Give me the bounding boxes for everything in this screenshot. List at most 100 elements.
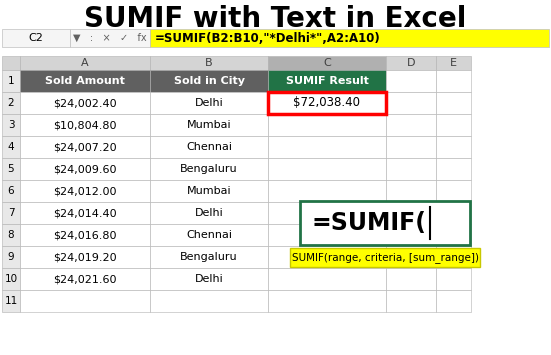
Bar <box>150 136 268 158</box>
Bar <box>20 70 150 92</box>
Bar <box>20 246 150 268</box>
Text: E: E <box>450 58 457 68</box>
Bar <box>20 92 150 114</box>
Bar <box>386 180 436 202</box>
Bar <box>436 92 471 114</box>
Bar <box>150 180 268 202</box>
Bar <box>386 56 436 70</box>
Bar <box>268 246 386 268</box>
Text: A: A <box>81 58 89 68</box>
Text: 3: 3 <box>8 120 14 130</box>
Bar <box>2 70 20 92</box>
Bar <box>150 268 268 290</box>
Text: $24,021.60: $24,021.60 <box>53 274 117 284</box>
Bar <box>2 56 20 70</box>
Bar <box>150 158 268 180</box>
Bar <box>20 224 150 246</box>
Text: Sold Amount: Sold Amount <box>45 76 125 86</box>
Bar <box>150 290 268 312</box>
Bar <box>2 202 20 224</box>
Text: 1: 1 <box>8 76 14 86</box>
Bar <box>2 29 70 47</box>
Bar <box>268 56 386 70</box>
Text: Chennai: Chennai <box>186 230 232 240</box>
Bar <box>2 158 20 180</box>
Bar <box>436 136 471 158</box>
Text: Mumbai: Mumbai <box>187 186 231 196</box>
Bar <box>2 290 20 312</box>
Bar <box>268 202 386 224</box>
Bar <box>268 180 386 202</box>
Text: Delhi: Delhi <box>195 208 223 218</box>
Bar <box>436 290 471 312</box>
Text: Sold in City: Sold in City <box>174 76 245 86</box>
Text: Delhi: Delhi <box>195 274 223 284</box>
Text: C2: C2 <box>29 33 44 43</box>
Bar <box>386 202 436 224</box>
Bar <box>2 92 20 114</box>
Bar <box>20 180 150 202</box>
Text: $24,014.40: $24,014.40 <box>53 208 117 218</box>
Text: 4: 4 <box>8 142 14 152</box>
Bar <box>290 248 480 267</box>
Text: SUMIF with Text in Excel: SUMIF with Text in Excel <box>84 5 467 33</box>
Bar <box>436 268 471 290</box>
Bar <box>268 268 386 290</box>
Text: 11: 11 <box>4 296 18 306</box>
Text: 5: 5 <box>8 164 14 174</box>
Text: $24,019.20: $24,019.20 <box>53 252 117 262</box>
Text: =SUMIF(B2:B10,"*Delhi*",A2:A10): =SUMIF(B2:B10,"*Delhi*",A2:A10) <box>155 32 381 44</box>
Text: ▼   :   ×   ✓   fx: ▼ : × ✓ fx <box>73 33 147 43</box>
Bar <box>300 201 470 245</box>
Bar <box>386 114 436 136</box>
Bar <box>2 246 20 268</box>
Text: 7: 7 <box>8 208 14 218</box>
Text: $72,038.40: $72,038.40 <box>294 97 360 109</box>
Text: SUMIF Result: SUMIF Result <box>285 76 369 86</box>
Bar <box>150 202 268 224</box>
Bar <box>2 268 20 290</box>
Text: B: B <box>205 58 213 68</box>
Text: Chennai: Chennai <box>186 142 232 152</box>
Bar <box>70 29 150 47</box>
Bar <box>386 268 436 290</box>
Bar <box>150 56 268 70</box>
Bar <box>268 70 386 92</box>
Bar <box>268 158 386 180</box>
Text: 2: 2 <box>8 98 14 108</box>
Bar <box>436 224 471 246</box>
Bar <box>386 92 436 114</box>
Bar <box>436 56 471 70</box>
Bar <box>20 136 150 158</box>
Text: 6: 6 <box>8 186 14 196</box>
Bar <box>386 136 436 158</box>
Bar <box>436 70 471 92</box>
Bar <box>150 246 268 268</box>
Text: C: C <box>323 58 331 68</box>
Bar <box>20 268 150 290</box>
Bar <box>150 224 268 246</box>
Bar <box>386 70 436 92</box>
Text: Mumbai: Mumbai <box>187 120 231 130</box>
Bar <box>150 70 268 92</box>
Text: 8: 8 <box>8 230 14 240</box>
Text: $24,002.40: $24,002.40 <box>53 98 117 108</box>
Bar <box>386 246 436 268</box>
Bar <box>436 246 471 268</box>
Text: $24,007.20: $24,007.20 <box>53 142 117 152</box>
Text: =SUMIF(: =SUMIF( <box>312 211 427 235</box>
Bar <box>436 202 471 224</box>
Bar <box>20 290 150 312</box>
Text: Bengaluru: Bengaluru <box>180 164 238 174</box>
Text: 9: 9 <box>8 252 14 262</box>
Bar <box>268 290 386 312</box>
Text: $24,012.00: $24,012.00 <box>53 186 117 196</box>
Bar <box>150 92 268 114</box>
Bar <box>20 158 150 180</box>
Text: Delhi: Delhi <box>195 98 223 108</box>
Bar <box>386 158 436 180</box>
Bar <box>386 224 436 246</box>
Bar <box>20 56 150 70</box>
Bar <box>268 224 386 246</box>
Bar <box>20 202 150 224</box>
